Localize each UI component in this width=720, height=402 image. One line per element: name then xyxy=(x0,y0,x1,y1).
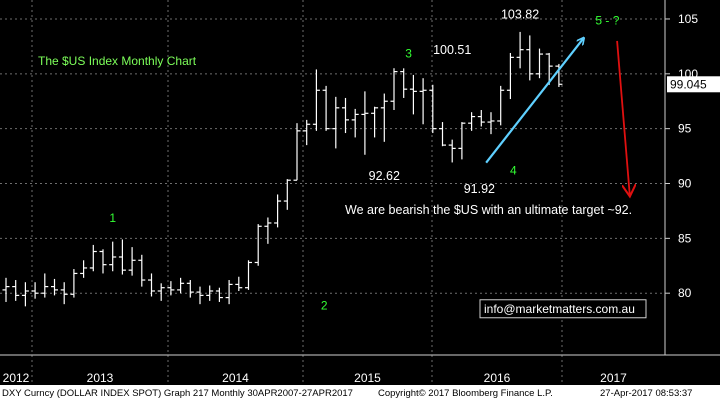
x-tick-label: 2016 xyxy=(484,371,511,385)
footer-copyright: Copyright© 2017 Bloomberg Finance L.P. xyxy=(378,388,553,399)
ohlc-bar xyxy=(51,278,58,296)
ohlc-bar xyxy=(2,277,10,302)
ohlc-bar xyxy=(148,273,155,297)
ohlc-bars xyxy=(2,31,563,307)
x-tick-label: 2012 xyxy=(3,371,30,385)
ohlc-bar xyxy=(536,48,543,79)
wave-label: 5 - ? xyxy=(595,13,619,27)
ohlc-bar xyxy=(419,78,427,125)
ohlc-bar xyxy=(274,194,282,228)
price-label: 91.92 xyxy=(464,182,495,196)
wave-label: 2 xyxy=(321,299,328,313)
ohlc-bar xyxy=(458,122,466,160)
footer-security: DXY Curncy (DOLLAR INDEX SPOT) Graph 217… xyxy=(2,388,353,399)
ohlc-bar xyxy=(31,282,39,299)
ohlc-bar xyxy=(245,260,252,290)
ohlc-bar xyxy=(157,283,165,301)
ohlc-bar xyxy=(293,123,301,181)
ohlc-bar xyxy=(312,69,320,131)
ohlc-bar xyxy=(516,31,524,69)
ohlc-bar xyxy=(41,273,49,298)
y-tick-label: 80 xyxy=(678,286,692,300)
ohlc-bar xyxy=(332,96,340,149)
ohlc-bar xyxy=(89,244,97,272)
bloomberg-footer: DXY Curncy (DOLLAR INDEX SPOT) Graph 217… xyxy=(0,385,720,402)
grid-lines xyxy=(0,0,665,385)
ohlc-bar xyxy=(70,269,78,298)
x-tick-label: 2013 xyxy=(87,371,114,385)
bearish-target-arrow xyxy=(616,40,630,195)
ohlc-bar xyxy=(545,52,553,85)
ohlc-bar xyxy=(322,85,330,131)
wave-label: 1 xyxy=(109,211,116,225)
ohlc-bar xyxy=(497,85,505,126)
x-tick-label: 2015 xyxy=(354,371,381,385)
ohlc-bar xyxy=(21,282,29,307)
bullish-wave-arrow xyxy=(485,39,583,164)
ohlc-bar xyxy=(448,139,456,163)
y-tick-label: 85 xyxy=(678,231,692,245)
chart-title: The $US Index Monthly Chart xyxy=(38,54,197,68)
ohlc-bar xyxy=(99,249,107,274)
ohlc-bar xyxy=(138,254,146,287)
ohlc-bar xyxy=(254,224,262,266)
ohlc-bar xyxy=(303,119,311,146)
ohlc-bar xyxy=(351,108,359,138)
ohlc-bar xyxy=(429,84,437,134)
ohlc-bar xyxy=(468,112,476,131)
ohlc-bar xyxy=(177,277,185,294)
ohlc-bar xyxy=(264,217,272,244)
ohlc-bar xyxy=(196,286,204,305)
ohlc-bar xyxy=(235,276,243,291)
ohlc-bar xyxy=(555,63,563,87)
ohlc-bar xyxy=(371,106,379,138)
wave-label: 3 xyxy=(405,46,412,60)
ohlc-bar xyxy=(215,287,223,302)
bearish-note: We are bearish the $US with an ultimate … xyxy=(345,203,632,217)
price-label: 103.82 xyxy=(501,8,539,22)
ohlc-bar xyxy=(283,179,291,210)
ohlc-bar xyxy=(526,35,534,81)
ohlc-bar xyxy=(109,241,117,272)
ohlc-bar xyxy=(439,122,446,147)
ohlc-bar xyxy=(506,52,514,100)
ohlc-bar xyxy=(477,110,485,127)
annotations: The $US Index Monthly Chart 1 2 3 4 5 - ? 103.… xyxy=(38,8,720,319)
contact-box xyxy=(479,299,647,319)
ohlc-bar xyxy=(206,285,214,301)
last-price-value: 99.045 xyxy=(670,77,707,91)
y-tick-label: 90 xyxy=(678,177,692,191)
ohlc-bar xyxy=(60,282,68,305)
ohlc-bar xyxy=(128,247,136,276)
ohlc-bar xyxy=(361,91,369,155)
price-label: 100.51 xyxy=(433,43,471,57)
ohlc-bar xyxy=(390,68,398,111)
y-tick-label: 105 xyxy=(678,12,698,26)
ohlc-bar xyxy=(409,74,417,115)
ohlc-bar xyxy=(400,68,408,98)
y-tick-label: 95 xyxy=(678,122,692,136)
ohlc-bar xyxy=(118,239,126,275)
contact-email: info@marketmatters.com.au xyxy=(484,302,635,316)
ohlc-bar xyxy=(12,280,20,301)
price-label: 92.62 xyxy=(369,169,400,183)
x-tick-label: 2017 xyxy=(600,371,627,385)
x-tick-label: 2014 xyxy=(222,371,249,385)
plot-background xyxy=(0,0,720,385)
last-price-box xyxy=(667,76,720,93)
x-axis-labels: 2012 2013 2014 2015 2016 2017 xyxy=(3,371,628,385)
ohlc-bar xyxy=(380,93,388,142)
ohlc-bar xyxy=(487,112,495,135)
ohlc-bar xyxy=(342,97,349,134)
footer-timestamp: 27-Apr-2017 08:53:37 xyxy=(600,388,693,399)
ohlc-bar xyxy=(80,260,88,278)
ohlc-bar xyxy=(225,280,233,305)
ohlc-bar xyxy=(167,281,175,296)
ohlc-bar xyxy=(186,280,194,298)
wave-label: 4 xyxy=(510,164,517,178)
